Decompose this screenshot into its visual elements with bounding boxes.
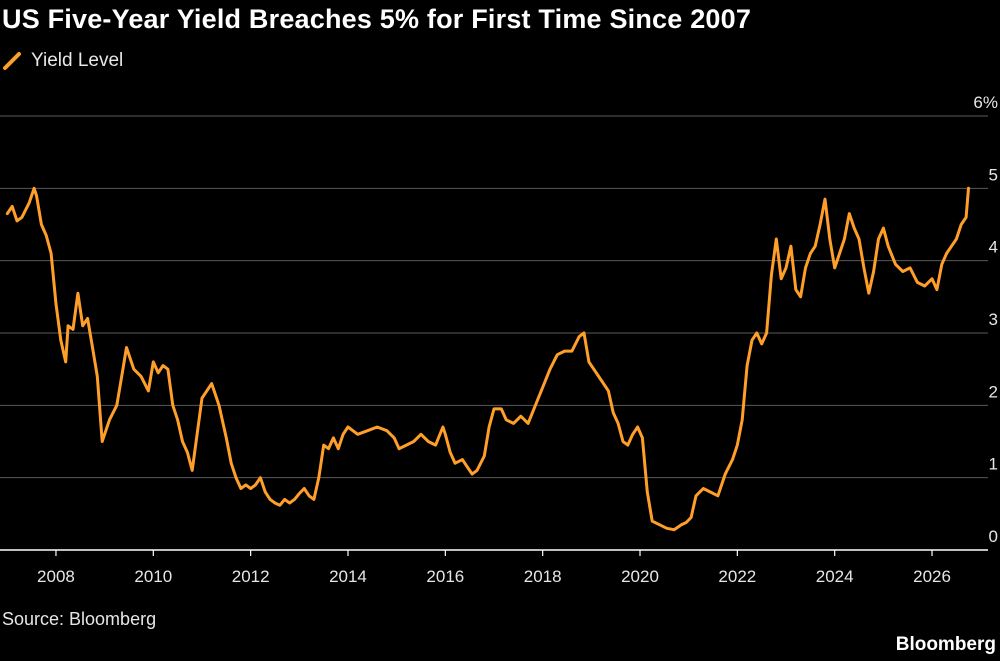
x-tick-label: 2026 bbox=[913, 567, 951, 586]
x-tick-label: 2014 bbox=[329, 567, 367, 586]
y-tick-label: 6% bbox=[973, 93, 998, 112]
bloomberg-logo: Bloomberg bbox=[895, 634, 996, 655]
y-tick-label: 2 bbox=[989, 382, 998, 401]
legend: Yield Level bbox=[2, 50, 123, 72]
x-tick-label: 2008 bbox=[37, 567, 75, 586]
source-note: Source: Bloomberg bbox=[2, 609, 157, 629]
y-tick-label: 5 bbox=[989, 165, 998, 184]
x-tick-label: 2016 bbox=[426, 567, 464, 586]
x-tick-label: 2010 bbox=[134, 567, 172, 586]
x-tick-label: 2018 bbox=[524, 567, 562, 586]
x-tick-label: 2020 bbox=[621, 567, 659, 586]
chart-title: US Five-Year Yield Breaches 5% for First… bbox=[2, 4, 752, 34]
x-tick-label: 2022 bbox=[718, 567, 756, 586]
y-tick-label: 3 bbox=[989, 310, 998, 329]
legend-swatch bbox=[3, 52, 21, 70]
x-tick-label: 2012 bbox=[232, 567, 270, 586]
series-line-yield-level bbox=[5, 186, 970, 532]
y-tick-label: 1 bbox=[989, 455, 998, 474]
y-tick-label: 4 bbox=[989, 238, 998, 257]
legend-label: Yield Level bbox=[31, 50, 124, 71]
y-tick-label: 0 bbox=[989, 527, 998, 546]
x-tick-label: 2024 bbox=[816, 567, 854, 586]
